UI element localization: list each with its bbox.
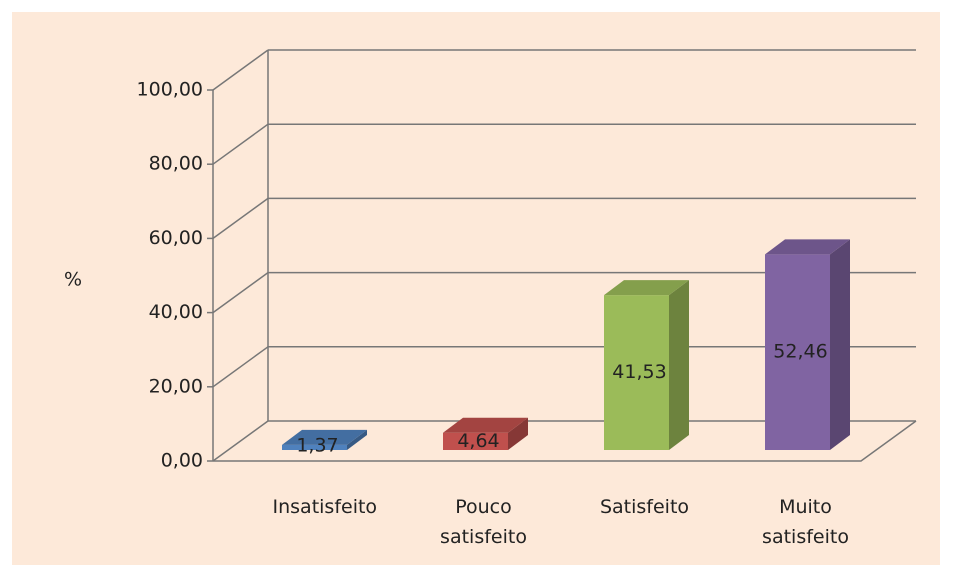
x-tick-label: Satisfeito bbox=[599, 496, 690, 518]
bar-top bbox=[765, 239, 850, 255]
x-tick-label: Insatisfeito bbox=[272, 496, 378, 518]
grid-side bbox=[212, 49, 269, 91]
y-tick-label: 80,00 bbox=[149, 153, 203, 175]
data-label: 41,53 bbox=[612, 361, 666, 383]
x-tick-label: Pouco satisfeito bbox=[440, 496, 527, 548]
bar-top bbox=[604, 280, 689, 296]
bar-front bbox=[443, 432, 508, 450]
grid-side bbox=[212, 123, 269, 165]
bar-front bbox=[604, 295, 669, 450]
x-tick-label: Muito satisfeito bbox=[762, 496, 849, 548]
data-label: 1,37 bbox=[296, 435, 338, 457]
grid-side bbox=[212, 271, 269, 314]
bar bbox=[604, 280, 689, 450]
grid-side bbox=[212, 420, 269, 462]
y-tick-label: 40,00 bbox=[149, 301, 203, 323]
bar bbox=[765, 239, 850, 450]
y-tick-label: 20,00 bbox=[149, 375, 203, 397]
data-label: 52,46 bbox=[773, 341, 827, 363]
y-axis-label: % bbox=[64, 269, 82, 291]
floor bbox=[213, 420, 917, 462]
y-tick-label: 60,00 bbox=[149, 227, 203, 249]
grid-side bbox=[212, 197, 269, 240]
data-label: 4,64 bbox=[457, 430, 499, 452]
bar bbox=[443, 417, 528, 450]
bar-side bbox=[669, 280, 689, 450]
bar-front bbox=[282, 444, 347, 450]
bar-top bbox=[443, 417, 528, 433]
bar-top bbox=[282, 429, 367, 445]
y-tick-label: 100,00 bbox=[137, 79, 203, 101]
y-tick-label: 0,00 bbox=[161, 450, 203, 472]
grid-side bbox=[212, 346, 269, 388]
bar-side bbox=[508, 417, 528, 450]
bar-front bbox=[765, 254, 830, 450]
bar-side bbox=[830, 239, 850, 450]
bar bbox=[282, 429, 367, 450]
bar-side bbox=[347, 429, 367, 450]
